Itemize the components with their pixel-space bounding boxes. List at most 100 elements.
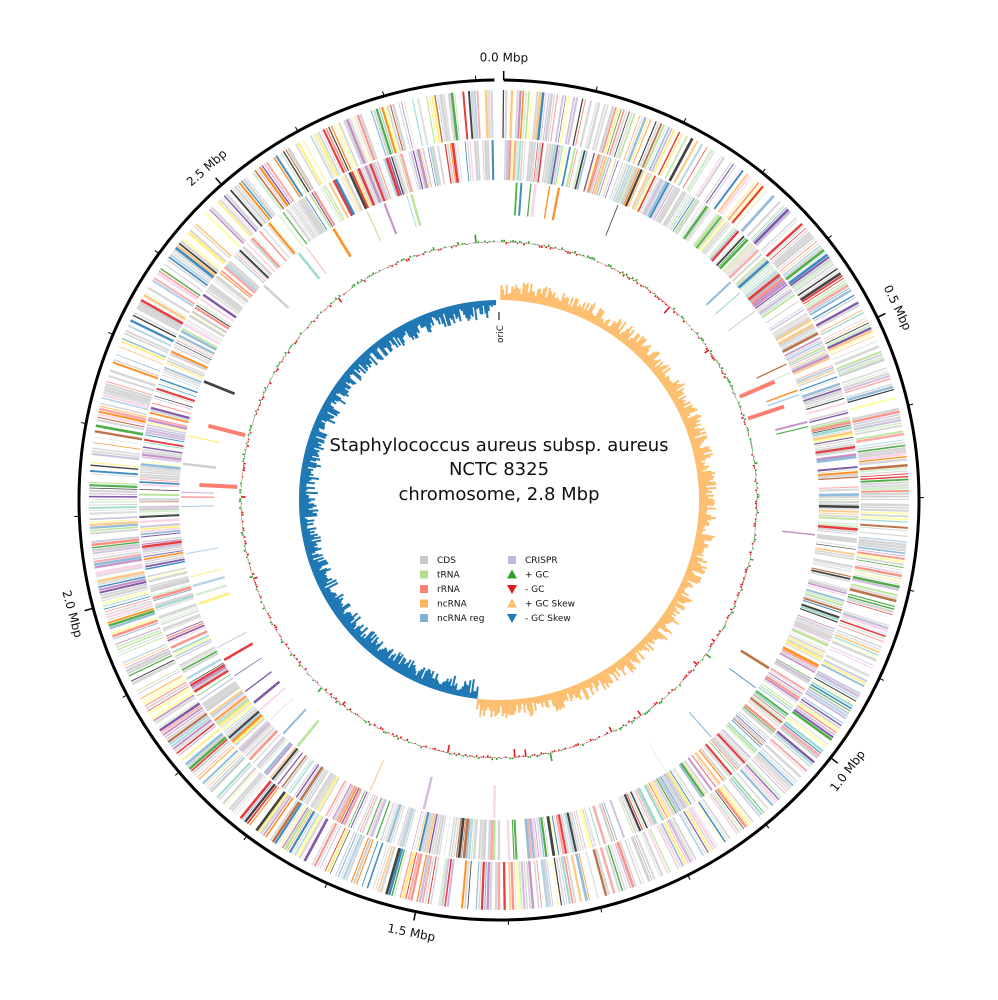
feature-mark (247, 728, 277, 759)
skew-mark (648, 359, 658, 369)
feature-mark (529, 818, 536, 859)
skew-mark (652, 626, 669, 641)
skew-mark (485, 699, 488, 711)
gc-mark (288, 346, 291, 349)
skew-mark (564, 688, 569, 694)
gc-mark (524, 749, 527, 757)
feature-mark (385, 847, 401, 895)
feature-mark (172, 346, 210, 365)
skew-mark (697, 474, 713, 478)
gc-mark (741, 416, 744, 420)
feature-mark (613, 111, 630, 157)
skew-mark (392, 329, 399, 339)
feature-mark (760, 683, 795, 707)
feature-mark (234, 717, 266, 746)
gc-mark (705, 347, 709, 351)
feature-mark (352, 792, 370, 830)
skew-mark (553, 296, 559, 309)
skew-mark (690, 555, 704, 561)
feature-mark (153, 277, 196, 305)
feature-mark (518, 861, 523, 910)
feature-mark (552, 145, 562, 185)
feature-mark (764, 677, 799, 702)
feature-mark (145, 428, 186, 439)
gc-mark (697, 661, 700, 664)
feature-mark (526, 183, 532, 217)
feature-mark (778, 325, 816, 348)
skew-mark (355, 359, 369, 372)
feature-mark (375, 108, 392, 155)
skew-mark (574, 304, 582, 316)
skew-mark (334, 384, 348, 395)
feature-mark (251, 171, 283, 212)
skew-mark (632, 647, 645, 661)
feature-mark (860, 506, 909, 509)
gc-mark (257, 408, 260, 411)
skew-mark (667, 383, 681, 394)
feature-mark (141, 456, 182, 463)
gc-mark (259, 596, 263, 599)
skew-mark (630, 649, 638, 658)
feature-mark (649, 781, 671, 818)
feature-mark (803, 389, 843, 405)
feature-mark (181, 650, 218, 671)
feature-mark (140, 299, 184, 325)
skew-mark (299, 491, 318, 495)
skew-mark (679, 407, 696, 417)
skew-mark (420, 670, 428, 685)
skew-mark (303, 455, 321, 461)
gc-mark (709, 350, 713, 353)
rrna-mark (747, 404, 785, 421)
skew-mark (591, 676, 599, 688)
gc-mark (712, 358, 716, 362)
feature-mark (805, 590, 845, 605)
feature-mark (364, 165, 382, 204)
feature-mark (731, 185, 764, 224)
skew-mark (416, 316, 424, 329)
feature-mark (428, 95, 438, 144)
feature-mark (769, 227, 807, 261)
feature-mark (375, 800, 391, 839)
feature-mark (785, 249, 825, 281)
feature-mark (780, 650, 817, 672)
feature-mark (616, 165, 634, 204)
skew-mark (481, 699, 485, 711)
skew-mark (595, 310, 605, 326)
feature-mark (141, 538, 182, 546)
feature-mark (584, 153, 599, 193)
skew-mark (601, 319, 609, 330)
feature-mark (854, 424, 903, 436)
feature-mark (755, 689, 789, 716)
skew-mark (605, 668, 610, 675)
gc-mark (644, 285, 647, 288)
feature-mark (262, 795, 292, 836)
feature-mark (680, 762, 705, 797)
feature-mark (148, 571, 188, 583)
skew-mark (550, 292, 556, 308)
feature-mark (720, 730, 749, 761)
feature-mark (225, 707, 257, 735)
skew-mark (393, 328, 406, 347)
feature-mark (100, 585, 148, 600)
feature-mark (89, 473, 138, 478)
skew-mark (372, 343, 379, 351)
feature-mark (557, 814, 568, 854)
gc-mark (334, 697, 338, 700)
feature-mark (685, 809, 712, 852)
feature-mark (760, 217, 797, 252)
gc-mark (638, 716, 641, 718)
feature-mark (438, 815, 447, 856)
skew-mark (300, 477, 312, 481)
gc-mark (720, 366, 724, 370)
feature-mark (853, 416, 901, 429)
feature-mark (150, 579, 190, 593)
gc-mark (367, 720, 370, 723)
skew-mark (301, 468, 312, 473)
skew-mark (678, 585, 685, 591)
feature-mark (568, 811, 580, 852)
gc-mark (285, 643, 288, 646)
skew-mark (410, 670, 417, 681)
gc-mark (456, 241, 459, 246)
feature-mark (156, 387, 196, 403)
feature-mark (429, 146, 439, 187)
